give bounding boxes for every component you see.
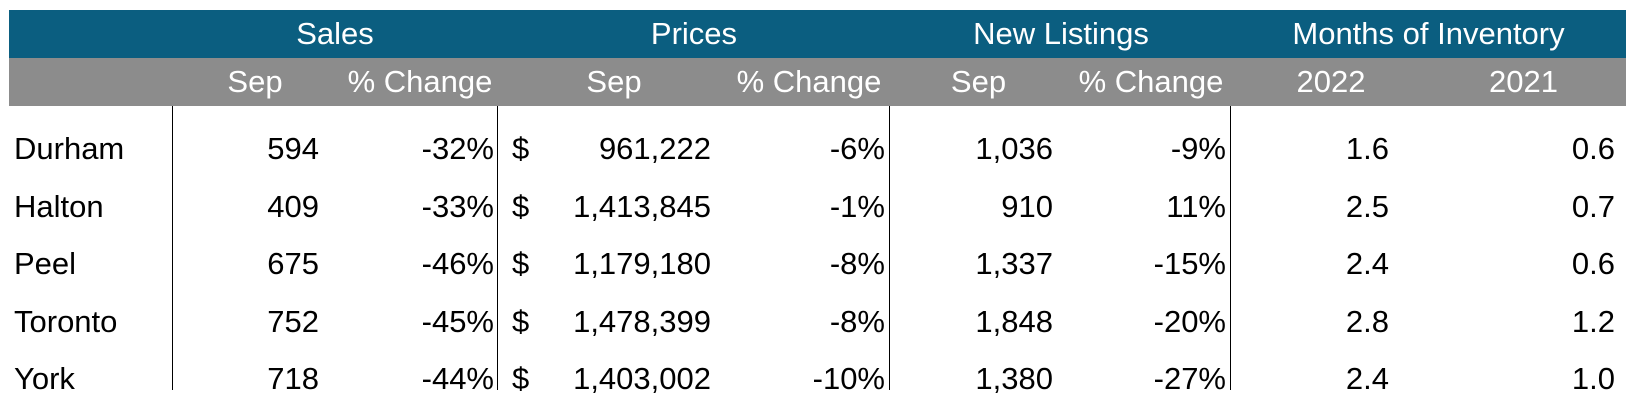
currency-cell: $ [512,131,530,166]
moi-2022-cell: 2.4 [1345,246,1389,281]
group-header-prices: Prices [650,16,738,51]
table-row: Durham 594 -32% $961,222 -6% 1,036 -9% 1.6 0.6 [9,119,1626,179]
sub-header-prices-sep: Sep [586,64,642,99]
column-divider [497,106,498,390]
sub-header-prices-change: % Change [736,64,882,99]
listings-change-cell: -20% [1153,303,1226,339]
region-cell: Toronto [14,303,118,339]
moi-2022-cell: 2.5 [1345,188,1389,224]
moi-2021-cell: 1.0 [1571,361,1615,396]
moi-2022-cell: 1.6 [1345,131,1389,166]
moi-2021-cell: 1.2 [1571,303,1615,339]
sales-change-cell: -46% [421,246,494,281]
sub-header-listings-change: % Change [1078,64,1224,99]
price-cell: 1,403,002 [573,361,711,396]
moi-2021-cell: 0.7 [1571,188,1615,224]
price-change-cell: -8% [829,303,885,339]
price-change-cell: -1% [829,188,885,224]
sub-header-moi-2022: 2022 [1296,64,1366,99]
sub-header-sales-change: % Change [347,64,493,99]
sales-cell: 409 [267,188,319,224]
sub-header-moi-2021: 2021 [1489,64,1558,99]
price-cell: 1,478,399 [573,303,711,339]
region-cell: York [14,361,75,396]
sub-header-sales-sep: Sep [227,64,283,99]
sales-change-cell: -33% [421,188,494,224]
sales-change-cell: -45% [421,303,494,339]
price-change-cell: -10% [812,361,885,396]
region-cell: Halton [14,188,104,224]
price-change-cell: -8% [829,246,885,281]
region-cell: Durham [14,131,125,166]
moi-2021-cell: 0.6 [1571,131,1615,166]
listings-change-cell: -27% [1153,361,1226,396]
listings-cell: 1,848 [975,303,1053,339]
sales-cell: 752 [267,303,319,339]
sales-cell: 675 [267,246,319,281]
group-header-row: Sales Prices New Listings Months of Inve… [9,10,1626,58]
moi-2022-cell: 2.4 [1345,361,1389,396]
listings-cell: 910 [1001,188,1053,224]
group-header-months-of-inventory: Months of Inventory [1292,16,1565,51]
listings-cell: 1,380 [975,361,1053,396]
listings-change-cell: -9% [1170,131,1226,166]
table-row: Peel 675 -46% $1,179,180 -8% 1,337 -15% 2.4 0.6 [9,234,1626,294]
table-row: York 718 -44% $1,403,002 -10% 1,380 -27% 2.4 1.0 [9,349,1626,409]
price-cell: 961,222 [598,131,711,166]
price-cell: 1,413,845 [573,188,711,224]
group-header-sales: Sales [296,16,374,51]
listings-change-cell: -15% [1153,246,1226,281]
sales-cell: 594 [267,131,319,166]
listings-change-cell: 11% [1166,188,1226,224]
group-header-new-listings: New Listings [973,16,1149,51]
price-cell: 1,179,180 [573,246,711,281]
currency-cell: $ [512,361,530,396]
listings-cell: 1,337 [975,246,1053,281]
sub-header-row: Sep % Change Sep % Change Sep % Change 2… [9,58,1626,106]
sales-change-cell: -44% [421,361,494,396]
currency-cell: $ [512,188,530,224]
price-change-cell: -6% [829,131,885,166]
sales-cell: 718 [267,361,319,396]
moi-2022-cell: 2.8 [1345,303,1389,339]
sales-change-cell: -32% [421,131,494,166]
currency-cell: $ [512,246,530,281]
currency-cell: $ [512,303,530,339]
table-row: Halton 409 -33% $1,413,845 -1% 910 11% 2.5 0.7 [9,177,1626,237]
region-cell: Peel [14,246,77,281]
moi-2021-cell: 0.6 [1571,246,1615,281]
table-row: Toronto 752 -45% $1,478,399 -8% 1,848 -20% 2.8 1… [9,292,1626,352]
column-divider [889,106,890,390]
sub-header-listings-sep: Sep [950,64,1007,99]
column-divider [172,106,173,390]
listings-cell: 1,036 [975,131,1053,166]
column-divider [1230,106,1231,390]
